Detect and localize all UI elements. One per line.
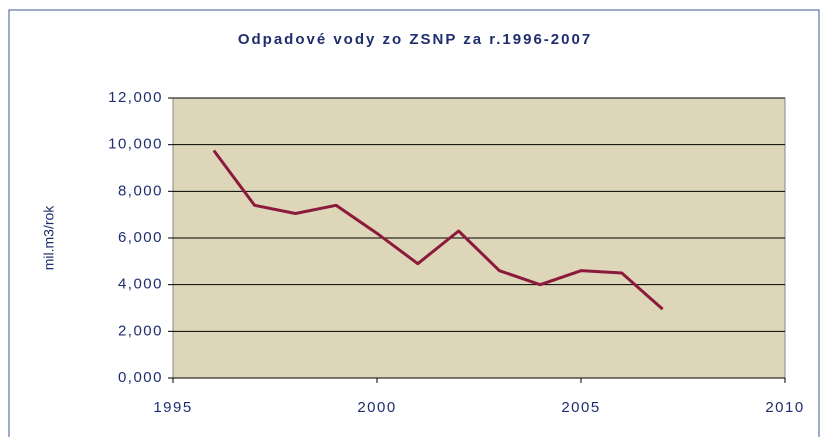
data-line	[212, 149, 664, 311]
x-tick-label: 2000	[357, 399, 396, 416]
x-tick-label: 2010	[765, 399, 804, 416]
y-tick-label: 10,000	[108, 136, 163, 153]
y-axis-label: mil.m3/rok	[41, 205, 57, 271]
y-tick-label: 2,000	[118, 322, 163, 339]
y-tick-label: 4,000	[118, 276, 163, 293]
chart-title: Odpadové vody zo ZSNP za r.1996-2007	[238, 31, 592, 48]
y-tick-label: 8,000	[118, 182, 163, 199]
x-tick-label: 1995	[153, 399, 192, 416]
y-tick-label: 12,000	[108, 89, 163, 106]
x-tick-label: 2005	[561, 399, 600, 416]
y-tick-label: 6,000	[118, 229, 163, 246]
y-tick-label: 0,000	[118, 369, 163, 386]
